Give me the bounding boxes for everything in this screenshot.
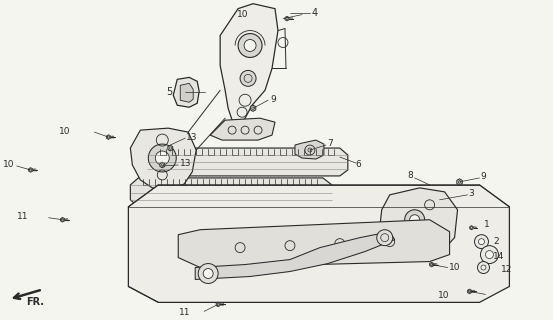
Polygon shape <box>295 140 324 159</box>
Text: 10: 10 <box>438 291 450 300</box>
Text: 2: 2 <box>493 237 499 246</box>
Circle shape <box>408 233 421 247</box>
Text: 8: 8 <box>407 172 413 180</box>
Polygon shape <box>168 145 173 151</box>
Polygon shape <box>216 302 220 307</box>
Polygon shape <box>251 105 256 111</box>
Polygon shape <box>131 178 332 207</box>
Circle shape <box>238 34 262 58</box>
Polygon shape <box>131 128 196 190</box>
Text: 10: 10 <box>237 10 248 19</box>
Polygon shape <box>160 162 165 168</box>
Polygon shape <box>29 168 33 172</box>
Circle shape <box>474 235 488 249</box>
Polygon shape <box>285 16 289 21</box>
Text: 14: 14 <box>493 252 504 261</box>
Circle shape <box>486 251 493 259</box>
Circle shape <box>410 215 420 225</box>
Text: FR.: FR. <box>25 297 44 308</box>
Polygon shape <box>380 188 457 258</box>
Text: 13: 13 <box>180 159 192 169</box>
Text: 5: 5 <box>166 87 173 97</box>
Circle shape <box>481 265 486 270</box>
Circle shape <box>244 40 256 52</box>
Circle shape <box>377 230 393 246</box>
Text: 10: 10 <box>3 160 14 170</box>
Circle shape <box>478 239 484 244</box>
Polygon shape <box>467 289 472 294</box>
Text: 3: 3 <box>468 189 474 198</box>
Text: 4: 4 <box>312 8 318 18</box>
Text: 10: 10 <box>59 127 71 136</box>
Text: 6: 6 <box>356 160 362 170</box>
Polygon shape <box>210 118 275 140</box>
Text: 13: 13 <box>186 132 198 141</box>
Polygon shape <box>128 185 509 302</box>
Text: 7: 7 <box>327 139 332 148</box>
Text: 9: 9 <box>270 95 276 104</box>
Text: 11: 11 <box>179 308 190 317</box>
Circle shape <box>477 261 489 274</box>
Polygon shape <box>195 232 395 279</box>
Circle shape <box>481 246 498 264</box>
Polygon shape <box>220 4 278 125</box>
Circle shape <box>405 210 425 230</box>
Text: 12: 12 <box>502 265 513 274</box>
Polygon shape <box>60 217 65 222</box>
Polygon shape <box>178 220 450 268</box>
Polygon shape <box>430 262 434 267</box>
Polygon shape <box>180 83 193 102</box>
Circle shape <box>148 144 176 172</box>
Polygon shape <box>457 179 462 185</box>
Text: 1: 1 <box>483 220 489 229</box>
Polygon shape <box>469 226 473 230</box>
Circle shape <box>240 70 256 86</box>
Polygon shape <box>147 148 348 176</box>
Polygon shape <box>173 77 199 107</box>
Circle shape <box>198 264 218 284</box>
Polygon shape <box>106 135 111 140</box>
Text: 9: 9 <box>481 172 486 181</box>
Text: 11: 11 <box>17 212 29 221</box>
Circle shape <box>155 151 169 165</box>
Text: 10: 10 <box>448 263 460 272</box>
Circle shape <box>203 268 213 278</box>
